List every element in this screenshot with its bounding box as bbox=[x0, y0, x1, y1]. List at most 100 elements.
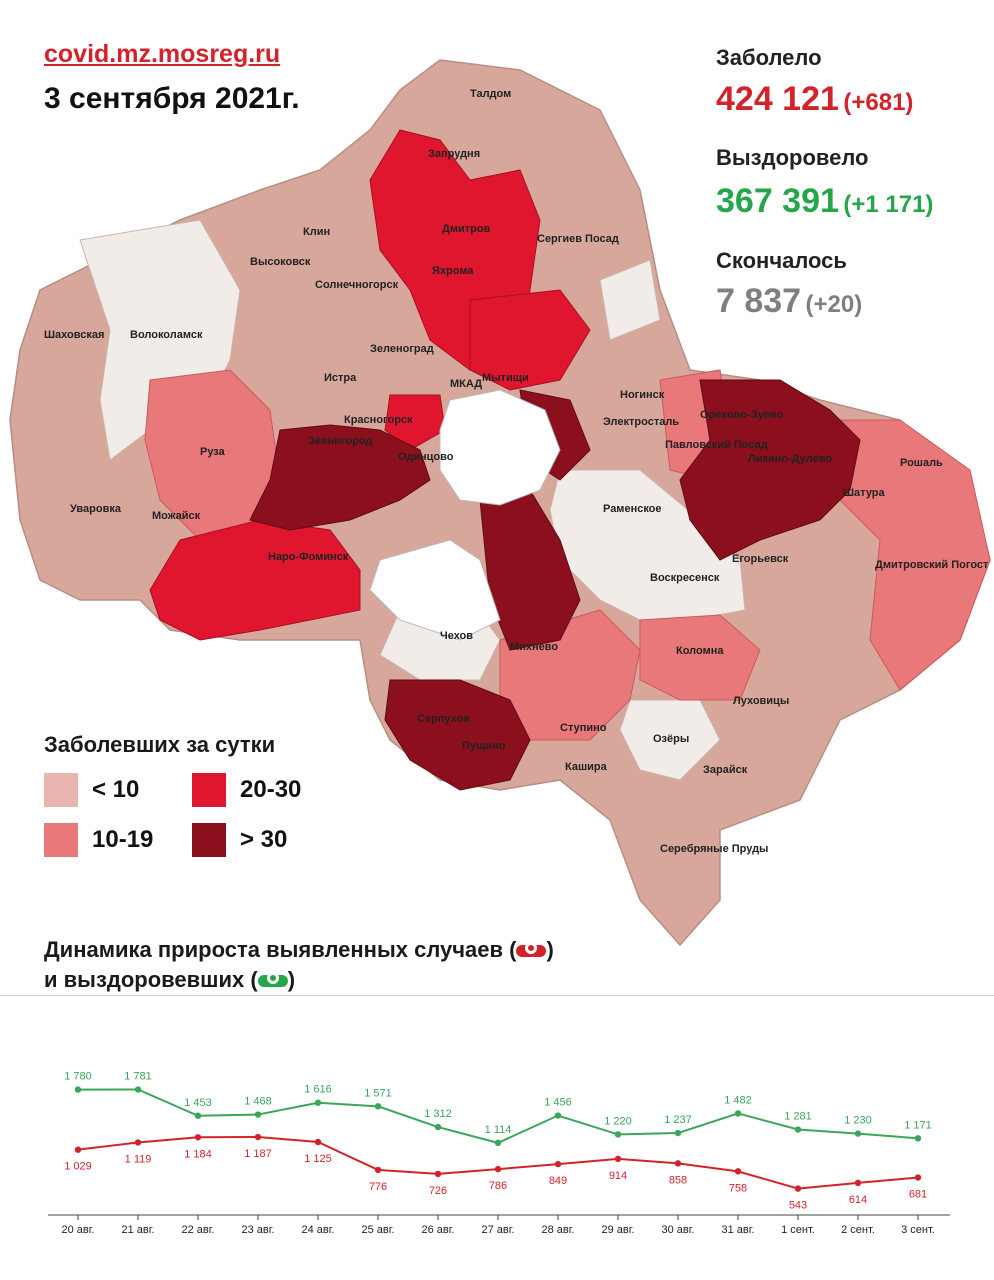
map-label: Воскресенск bbox=[650, 572, 720, 584]
x-tick-label: 26 авг. bbox=[422, 1224, 455, 1236]
recovered-stat: 367 391 (+1 171) bbox=[716, 182, 933, 221]
zone-odintsovo bbox=[249, 424, 431, 531]
infected-data-label: 758 bbox=[729, 1182, 747, 1194]
green-line-marker-icon bbox=[257, 972, 288, 988]
section-divider bbox=[0, 995, 994, 996]
recovered-point bbox=[494, 1139, 502, 1147]
infected-point bbox=[854, 1179, 862, 1187]
legend-title: Заболевших за сутки bbox=[44, 732, 276, 757]
map-label: Рошаль bbox=[900, 457, 943, 469]
map-label: Клин bbox=[303, 226, 330, 238]
deceased-value: 7 837 bbox=[716, 282, 802, 320]
recovered-point bbox=[194, 1112, 202, 1119]
legend-label-gt30: > 30 bbox=[240, 826, 288, 853]
map-label: Чехов bbox=[440, 630, 473, 642]
x-tick-label: 30 авг. bbox=[662, 1224, 695, 1236]
map-label: Одинцово bbox=[398, 451, 454, 463]
recovered-data-label: 1 114 bbox=[485, 1124, 512, 1136]
map-label: Луховицы bbox=[733, 695, 789, 707]
deceased-delta: (+20) bbox=[805, 291, 863, 318]
map-label: Павловский Посад bbox=[665, 439, 768, 451]
zone-krasnogorsk bbox=[384, 394, 446, 451]
infected-delta: (+681) bbox=[843, 89, 914, 116]
map-label: Талдом bbox=[470, 88, 511, 100]
map-label: Кашира bbox=[565, 761, 608, 773]
x-tick-label: 20 авг. bbox=[62, 1224, 95, 1236]
infected-value: 424 121 bbox=[716, 80, 839, 118]
zone-east bbox=[839, 419, 991, 691]
infected-label: Заболело bbox=[716, 45, 822, 70]
recovered-point bbox=[614, 1131, 622, 1138]
infected-data-label: 1 187 bbox=[244, 1148, 272, 1160]
map-label: Электросталь bbox=[603, 416, 679, 428]
infected-stat: 424 121 (+681) bbox=[716, 80, 913, 119]
legend-swatch-10-19 bbox=[44, 823, 78, 857]
map-label: Зарайск bbox=[703, 764, 748, 776]
infected-data-label: 1 125 bbox=[304, 1153, 332, 1165]
red-line-marker-icon bbox=[516, 942, 547, 958]
recovered-data-label: 1 171 bbox=[904, 1119, 932, 1131]
dynamics-line-chart: 1 780 1 781 1 453 1 468 1 616 1 571 1 312 1 114… bbox=[48, 1071, 950, 1236]
map-label: Раменское bbox=[603, 503, 662, 515]
recovered-value: 367 391 bbox=[716, 182, 839, 220]
new-moscow bbox=[369, 539, 501, 641]
legend-label-lt10: < 10 bbox=[92, 776, 140, 803]
x-tick-label: 21 авг. bbox=[122, 1224, 155, 1236]
zone-sergiev-posad-east bbox=[599, 259, 661, 341]
map-label: Орехово-Зуево bbox=[700, 409, 783, 421]
recovered-data-label: 1 456 bbox=[544, 1097, 572, 1109]
map-label: Запрудня bbox=[428, 148, 480, 160]
infected-data-label: 849 bbox=[549, 1175, 567, 1187]
recovered-point bbox=[914, 1135, 922, 1142]
x-tick-label: 31 авг. bbox=[722, 1224, 755, 1236]
zone-kolomna bbox=[639, 614, 761, 701]
infected-data-label: 614 bbox=[849, 1194, 867, 1206]
infected-data-label: 776 bbox=[369, 1181, 387, 1193]
infected-point bbox=[74, 1146, 82, 1153]
legend-label-20-30: 20-30 bbox=[240, 776, 302, 803]
moscow-region-map: Талдом Запрудня Дмитров Яхрома Клин Сергиев П… bbox=[9, 59, 991, 947]
chart-title-line2-end: ) bbox=[287, 967, 296, 992]
map-label: Пущино bbox=[462, 740, 506, 752]
chart-title-line1-end: ) bbox=[546, 937, 554, 962]
recovered-data-label: 1 230 bbox=[844, 1115, 872, 1127]
infected-point bbox=[494, 1165, 502, 1173]
infected-point bbox=[674, 1160, 682, 1167]
infected-data-label: 681 bbox=[909, 1189, 927, 1201]
deceased-label: Скончалось bbox=[716, 248, 847, 273]
map-label: Высоковск bbox=[250, 256, 311, 268]
x-tick-label: 22 авг. bbox=[182, 1224, 215, 1236]
site-link[interactable]: covid.mz.mosreg.ru bbox=[44, 40, 281, 68]
map-label: Дмитров bbox=[442, 223, 491, 235]
recovered-point bbox=[794, 1126, 802, 1133]
infected-point bbox=[194, 1134, 202, 1141]
recovered-point bbox=[674, 1129, 682, 1137]
recovered-data-label: 1 312 bbox=[424, 1108, 452, 1120]
map-label: Сергиев Посад bbox=[537, 233, 619, 245]
infected-point bbox=[794, 1185, 802, 1192]
infected-data-label: 543 bbox=[789, 1200, 807, 1212]
infected-data-label: 1 119 bbox=[125, 1153, 152, 1165]
infected-data-label: 786 bbox=[489, 1180, 507, 1192]
map-label: Звенигород bbox=[308, 435, 372, 447]
infected-point bbox=[554, 1160, 562, 1168]
chart-title-line1: Динамика прироста выявленных случаев ( bbox=[44, 937, 517, 962]
recovered-point bbox=[74, 1086, 82, 1093]
infected-point bbox=[734, 1168, 742, 1175]
map-label: Коломна bbox=[676, 645, 724, 657]
map-label: Серпухов bbox=[417, 713, 470, 725]
infected-data-label: 1 029 bbox=[64, 1161, 92, 1173]
x-tick-label: 2 сент. bbox=[841, 1224, 875, 1236]
chart-title-line2: и выздоровевших ( bbox=[44, 967, 258, 992]
infected-point bbox=[374, 1166, 382, 1174]
map-label: Шаховская bbox=[44, 329, 104, 341]
infected-data-label: 914 bbox=[609, 1170, 627, 1182]
infected-point bbox=[614, 1155, 622, 1163]
map-label: Шатура bbox=[843, 487, 886, 499]
recovered-data-label: 1 781 bbox=[124, 1071, 152, 1083]
infected-point bbox=[914, 1174, 922, 1181]
infected-data-label: 1 184 bbox=[184, 1148, 212, 1160]
map-label: Уваровка bbox=[70, 503, 122, 515]
x-tick-label: 23 авг. bbox=[242, 1224, 275, 1236]
recovered-point bbox=[314, 1099, 322, 1106]
